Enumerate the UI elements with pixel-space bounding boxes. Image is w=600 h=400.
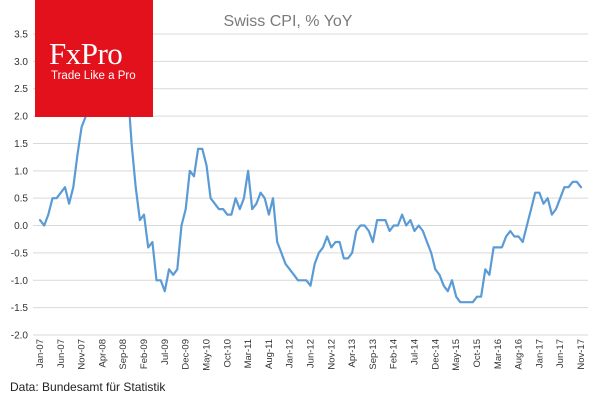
x-axis-ticks: Jan-07 Jun-07 Nov-07 Apr-08 Sep-08 Feb-09 Jul-… (35, 339, 587, 371)
x-tick-label: Jan-17 (534, 339, 545, 368)
y-axis-ticks: 3.5 3.0 2.5 2.0 1.5 1.0 0.5 0.0 -0.5 -1.0 -1.5 -2.0 (11, 30, 29, 342)
x-tick-label: Sep-08 (118, 339, 129, 370)
y-tick-label: -1.5 (11, 303, 29, 314)
x-tick-label: Mar-11 (243, 339, 254, 368)
x-tick-label: Dec-14 (430, 339, 441, 370)
data-source-note: Data: Bundesamt für Statistik (10, 380, 166, 394)
x-tick-label: Feb-14 (389, 339, 400, 369)
x-tick-label: Nov-12 (326, 339, 337, 370)
x-tick-label: Jan-12 (285, 339, 296, 368)
y-tick-label: 0.0 (14, 221, 28, 232)
x-tick-label: Jun-17 (555, 339, 566, 368)
chart-title: Swiss CPI, % YoY (224, 13, 353, 30)
fxpro-logo: FxPro Trade Like a Pro (35, 0, 153, 117)
logo-tagline: Trade Like a Pro (51, 70, 136, 82)
y-tick-label: 1.0 (14, 166, 28, 177)
x-tick-label: Jun-07 (56, 339, 67, 368)
x-tick-label: Jul-14 (410, 339, 421, 365)
x-tick-label: Feb-09 (139, 339, 150, 369)
y-tick-label: -1.0 (11, 276, 29, 287)
x-tick-label: May-15 (451, 339, 462, 371)
x-tick-label: Jan-07 (35, 339, 46, 368)
y-tick-label: -0.5 (11, 248, 29, 259)
x-tick-label: Nov-17 (576, 339, 587, 370)
y-tick-label: 3.0 (14, 57, 28, 68)
y-tick-label: 1.5 (14, 139, 28, 150)
y-tick-label: 3.5 (14, 30, 28, 41)
y-tick-label: 2.5 (14, 84, 28, 95)
logo-wordmark: FxPro (49, 36, 123, 71)
x-tick-label: May-10 (201, 339, 212, 371)
x-tick-label: Apr-13 (347, 339, 358, 368)
y-tick-label: 2.0 (14, 112, 28, 123)
x-tick-label: Aug-16 (514, 339, 525, 370)
y-tick-label: 0.5 (14, 194, 28, 205)
x-tick-label: Aug-11 (264, 339, 275, 369)
x-tick-label: Dec-09 (181, 339, 192, 370)
y-tick-label: -2.0 (11, 331, 29, 342)
x-tick-label: Mar-16 (493, 339, 504, 369)
x-tick-label: Oct-10 (222, 339, 233, 368)
x-tick-label: Apr-08 (97, 339, 108, 368)
cpi-series-line (38, 54, 583, 304)
x-tick-label: Jul-09 (160, 339, 171, 365)
x-tick-label: Oct-15 (472, 339, 483, 368)
x-tick-label: Sep-13 (368, 339, 379, 370)
x-tick-label: Jun-12 (306, 339, 317, 368)
x-tick-label: Nov-07 (77, 339, 88, 370)
